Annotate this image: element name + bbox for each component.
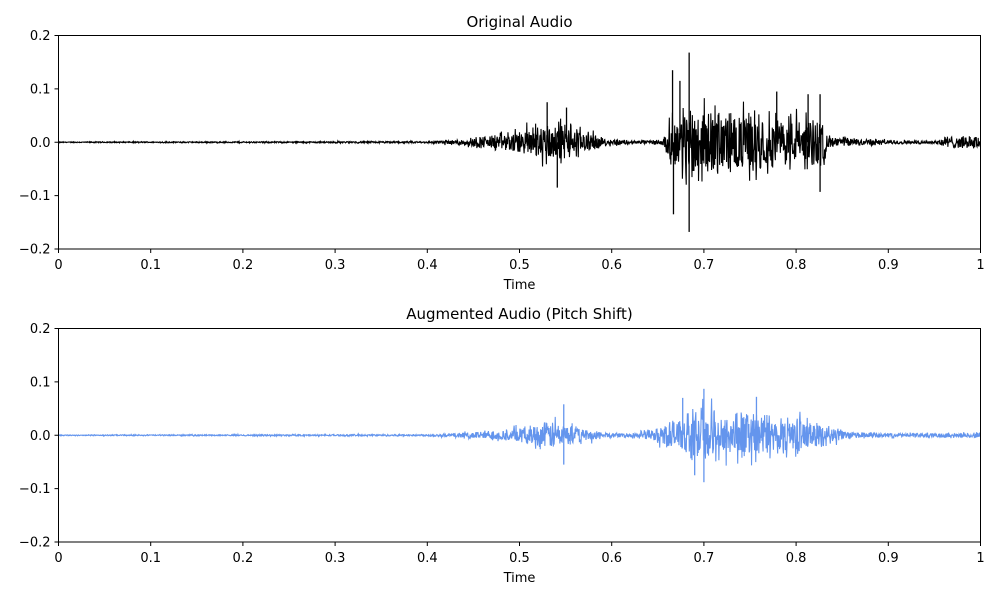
x-tick-label: 0.9 (878, 258, 899, 273)
x-tick-label: 0.7 (694, 551, 715, 566)
y-tick-label: 0.0 (30, 429, 51, 444)
x-tick-label: 0.6 (601, 551, 622, 566)
x-tick-label: 0.3 (325, 551, 346, 566)
x-tick-label: 0.5 (509, 551, 530, 566)
y-axis: 0.2 0.1 0.0 −0.1 −0.2 (19, 29, 59, 258)
x-tick-label: 0.6 (601, 258, 622, 273)
waveform-augmented (58, 388, 982, 483)
x-axis-label: Time (503, 278, 536, 293)
y-tick-label: 0.2 (30, 322, 51, 337)
x-tick-label: 0.8 (786, 551, 807, 566)
x-tick-label: 0.1 (140, 258, 161, 273)
x-tick-label: 0 (54, 551, 62, 566)
chart-title: Augmented Audio (Pitch Shift) (406, 305, 633, 323)
x-axis: 0 0.1 0.2 0.3 0.4 0.5 0.6 0.7 0.8 0.9 1 (54, 249, 985, 273)
chart-title: Original Audio (466, 13, 572, 31)
x-tick-label: 0.7 (694, 258, 715, 273)
x-tick-label: 1 (976, 258, 984, 273)
x-tick-label: 0.2 (233, 551, 254, 566)
x-axis: 0 0.1 0.2 0.3 0.4 0.5 0.6 0.7 0.8 0.9 1 (54, 542, 985, 566)
x-tick-label: 0.1 (140, 551, 161, 566)
y-tick-label: −0.2 (19, 536, 51, 551)
plot-original-audio: Original Audio 0.20.10.0−0.1−0.2 0 0.1 0.2… (19, 13, 985, 293)
y-tick-label: 0.1 (30, 375, 51, 390)
y-axis: 0.2 0.1 0.0 −0.1 −0.2 (19, 322, 59, 551)
x-tick-label: 0.5 (509, 258, 530, 273)
x-tick-label: 0.8 (786, 258, 807, 273)
y-tick-label: 0.1 (30, 82, 51, 97)
x-tick-label: 0.4 (417, 551, 438, 566)
x-tick-label: 0.2 (233, 258, 254, 273)
x-tick-label: 0.3 (325, 258, 346, 273)
y-tick-label: 0.0 (30, 136, 51, 151)
y-tick-label: −0.2 (19, 243, 51, 258)
y-tick-label: 0.2 (30, 29, 51, 44)
x-tick-label: 0.4 (417, 258, 438, 273)
y-tick-label: −0.1 (19, 482, 51, 497)
x-tick-label: 0 (54, 258, 62, 273)
x-tick-label: 1 (976, 551, 984, 566)
x-axis-label: Time (503, 571, 536, 586)
plot-augmented-audio: Augmented Audio (Pitch Shift) 0.2 0.1 0.0 −… (19, 305, 985, 586)
x-tick-label: 0.9 (878, 551, 899, 566)
waveform-original (58, 52, 982, 232)
y-tick-label: −0.1 (19, 189, 51, 204)
